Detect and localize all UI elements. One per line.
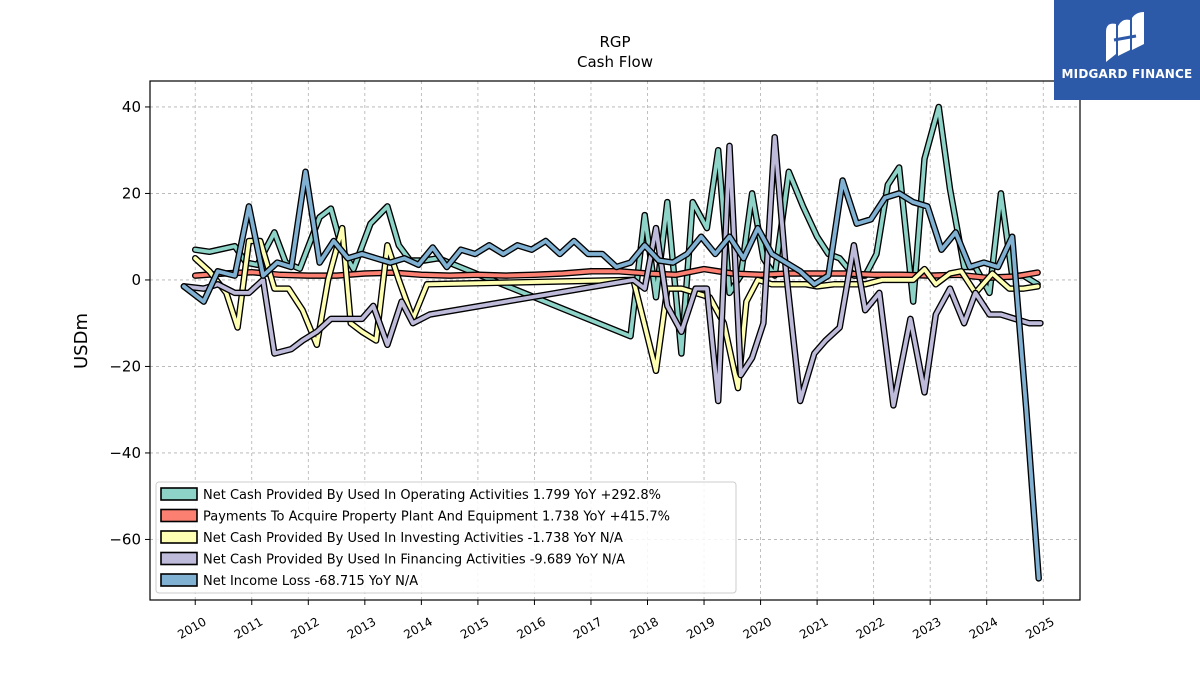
legend-swatch <box>160 487 198 501</box>
x-tick-label: 2016 <box>514 614 547 641</box>
series-line-stroke <box>181 169 1041 581</box>
legend-label: Net Cash Provided By Used In Financing A… <box>203 553 625 568</box>
legend-swatch <box>160 530 198 544</box>
legend-swatch <box>160 573 198 587</box>
x-tick-label: 2020 <box>741 614 774 641</box>
legend-swatch <box>160 551 198 566</box>
x-tick-label: 2011 <box>232 614 265 641</box>
legend-label: Payments To Acquire Property Plant And E… <box>203 510 670 525</box>
x-tick-label: 2017 <box>571 614 604 641</box>
x-tick-label: 2021 <box>797 614 830 641</box>
legend-swatch <box>160 508 198 523</box>
x-tick-label: 2018 <box>628 614 661 641</box>
x-tick-label: 2022 <box>854 614 887 641</box>
x-tick-label: 2010 <box>175 614 208 641</box>
series-line-stroke <box>193 267 1040 280</box>
x-tick-label: 2013 <box>345 614 378 641</box>
y-axis-label: USDm <box>71 313 92 369</box>
midgard-finance-logo: MIDGARD FINANCE <box>1054 0 1200 100</box>
series-lines <box>180 103 1044 582</box>
x-tick-label: 2014 <box>401 614 434 641</box>
series-line <box>191 265 1041 282</box>
series-line-stroke <box>193 226 1040 391</box>
y-tick-label: −60 <box>109 530 141 548</box>
legend-box <box>155 481 737 594</box>
chart-subtitle: Cash Flow <box>577 53 653 71</box>
y-tick-label: 20 <box>122 184 141 202</box>
series-line-stroke <box>181 135 1043 408</box>
legend-label: Net Cash Provided By Used In Investing A… <box>203 531 623 546</box>
x-tick-label: 2023 <box>910 614 943 641</box>
legend-label: Net Income Loss -68.715 YoY N/A <box>203 574 418 589</box>
y-tick-label: −40 <box>109 444 141 462</box>
x-tick-label: 2025 <box>1023 614 1056 641</box>
y-tick-label: 0 <box>131 271 141 289</box>
y-tick-label: −20 <box>109 357 141 375</box>
plot-frame <box>149 80 1081 601</box>
logo-mark-icon <box>1106 12 1144 62</box>
x-tick-label: 2012 <box>288 614 321 641</box>
legend: Net Cash Provided By Used In Operating A… <box>155 481 737 594</box>
x-tick-label: 2019 <box>684 614 717 641</box>
x-tick-label: 2015 <box>458 614 491 641</box>
logo-text: MIDGARD FINANCE <box>1061 67 1193 81</box>
legend-label: Net Cash Provided By Used In Operating A… <box>203 488 661 503</box>
x-tick-label: 2024 <box>967 614 1000 641</box>
series-line <box>180 133 1044 409</box>
series-line <box>191 224 1041 392</box>
chart-title: RGP <box>599 33 630 51</box>
y-tick-label: 40 <box>122 98 141 116</box>
series-line <box>180 168 1042 582</box>
